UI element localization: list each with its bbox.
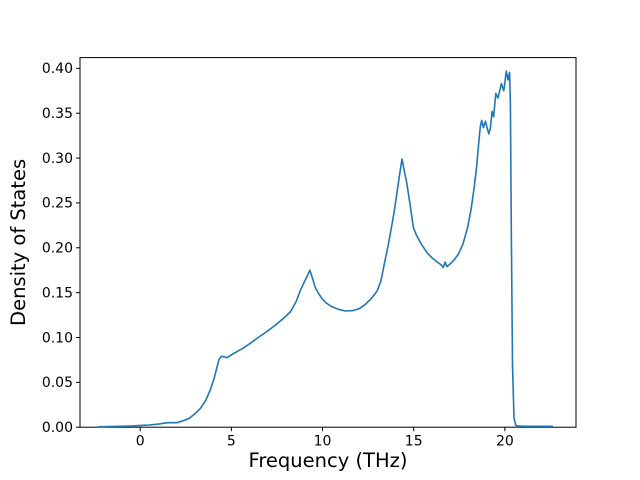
x-tick-label: 5: [227, 434, 236, 450]
y-tick-label: 0.20: [42, 241, 73, 257]
y-tick-label: 0.30: [42, 151, 73, 167]
axes-group: 0 5 10 15 20 0.00 0.05 0.10 0.15 0.20 0.25 0.30 0.35…: [42, 57, 577, 450]
y-tick-label: 0.05: [42, 375, 73, 391]
axes-border: [79, 57, 577, 428]
x-tick-label: 10: [314, 434, 332, 450]
y-tick-label: 0.40: [42, 61, 73, 77]
x-tick-label: 0: [136, 434, 145, 450]
x-tick-label: 20: [496, 434, 514, 450]
y-tick-label: 0.10: [42, 330, 73, 346]
y-tick-label: 0.35: [42, 106, 73, 122]
y-tick-label: 0.00: [42, 420, 73, 436]
y-tick-label: 0.25: [42, 196, 73, 212]
dos-curve: [97, 70, 554, 428]
x-tick-label: 15: [405, 434, 423, 450]
y-axis-label: Density of States: [7, 159, 30, 326]
x-axis-label: Frequency (THz): [249, 449, 408, 472]
y-tick-label: 0.15: [42, 285, 73, 301]
